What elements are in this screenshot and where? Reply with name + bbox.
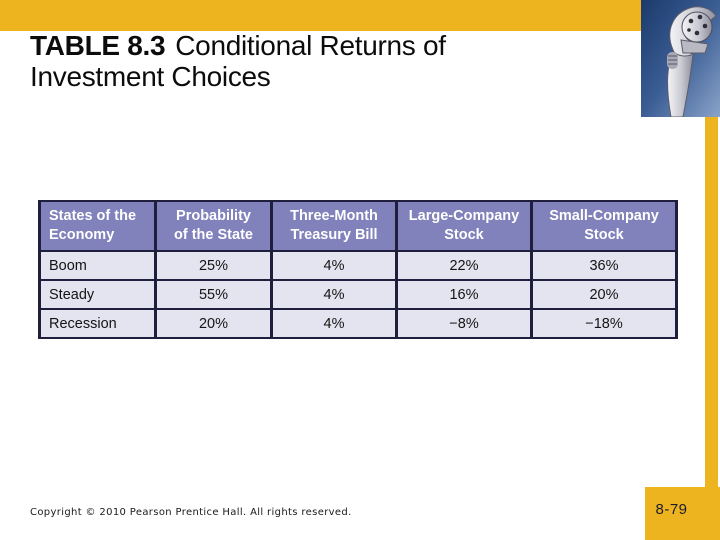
corner-photo (641, 0, 720, 117)
cell-large-company: 22% (395, 250, 533, 281)
cell-probability: 20% (154, 308, 273, 339)
cell-tbill: 4% (270, 308, 398, 339)
returns-table: States of the Economy Probability of the… (38, 200, 678, 339)
title-line2: Investment Choices (30, 61, 271, 92)
cell-large-company: 16% (395, 279, 533, 310)
cell-state: Recession (38, 308, 157, 339)
col-header-small-company: Small-Company Stock (530, 200, 678, 252)
cell-small-company: −18% (530, 308, 678, 339)
cell-small-company: 36% (530, 250, 678, 281)
slide-title: TABLE 8.3 Conditional Returns of Investme… (30, 30, 590, 92)
table-row: Recession 20% 4% −8% −18% (38, 308, 678, 339)
cell-state: Steady (38, 279, 157, 310)
page-number: 8-79 (655, 500, 688, 518)
table-row: Steady 55% 4% 16% 20% (38, 279, 678, 310)
title-line1: Conditional Returns of (175, 30, 446, 61)
top-accent-bar (0, 0, 641, 31)
title-table-number: TABLE 8.3 (30, 30, 166, 61)
cell-state: Boom (38, 250, 157, 281)
cell-small-company: 20% (530, 279, 678, 310)
right-accent-bar (705, 117, 718, 540)
col-header-tbill: Three-Month Treasury Bill (270, 200, 398, 252)
wrench-icon (641, 0, 720, 117)
col-header-states: States of the Economy (38, 200, 157, 252)
cell-tbill: 4% (270, 279, 398, 310)
table-header-row: States of the Economy Probability of the… (38, 200, 678, 252)
page-number-box: 8-79 (645, 487, 720, 540)
cell-probability: 25% (154, 250, 273, 281)
cell-probability: 55% (154, 279, 273, 310)
table-row: Boom 25% 4% 22% 36% (38, 250, 678, 281)
col-header-large-company: Large-Company Stock (395, 200, 533, 252)
cell-large-company: −8% (395, 308, 533, 339)
col-header-probability: Probability of the State (154, 200, 273, 252)
cell-tbill: 4% (270, 250, 398, 281)
copyright-text: Copyright © 2010 Pearson Prentice Hall. … (30, 507, 352, 518)
